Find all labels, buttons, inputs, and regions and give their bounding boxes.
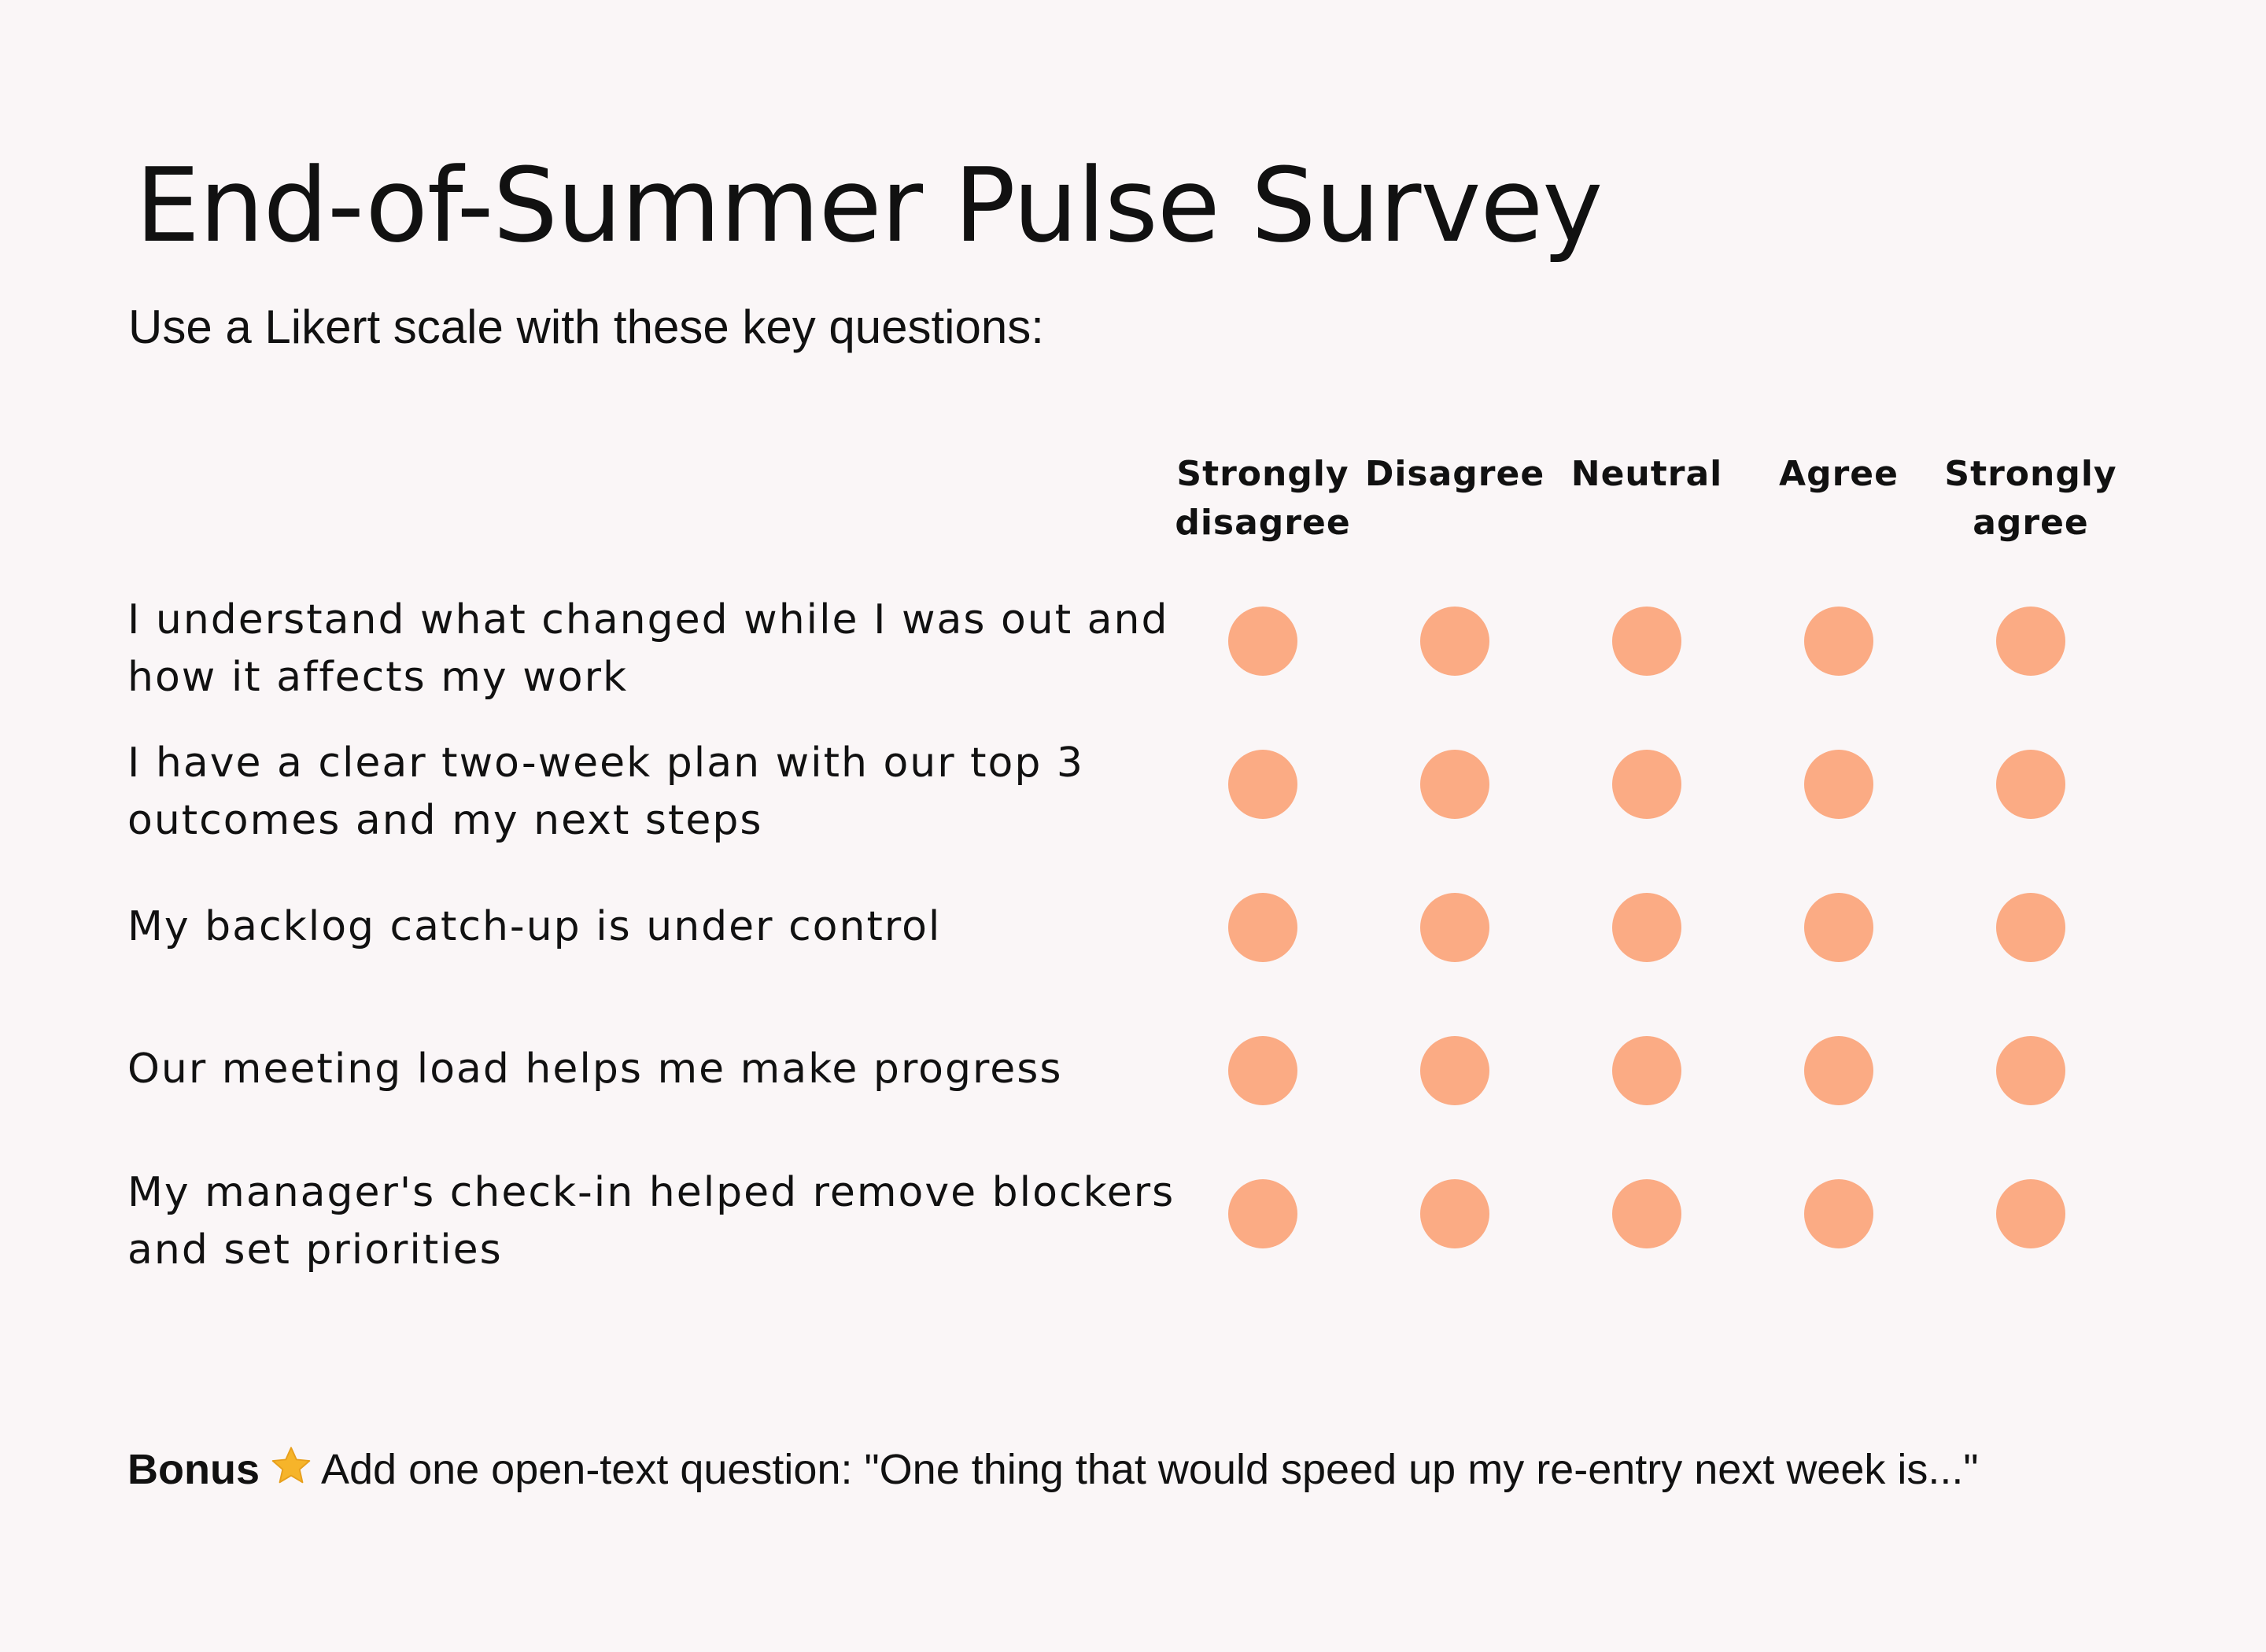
likert-option-q4-strongly-agree[interactable]: [1996, 1036, 2065, 1105]
question-two-week-plan: I have a clear two-week plan with our to…: [127, 735, 1150, 850]
scale-header-neutral: Neutral: [1556, 450, 1737, 499]
question-line: My manager's check-in helped remove bloc…: [127, 1169, 1175, 1216]
likert-option-q3-agree[interactable]: [1804, 893, 1873, 962]
likert-option-q5-strongly-disagree[interactable]: [1228, 1179, 1297, 1248]
survey-subtitle: Use a Likert scale with these key questi…: [128, 301, 1044, 353]
question-meeting-load: Our meeting load helps me make progress: [127, 1041, 1150, 1098]
likert-option-q4-disagree[interactable]: [1420, 1036, 1489, 1105]
likert-option-q2-neutral[interactable]: [1612, 750, 1681, 819]
bonus-label: Bonus: [127, 1446, 260, 1493]
scale-header-agree: Agree: [1748, 450, 1929, 499]
likert-option-q4-neutral[interactable]: [1612, 1036, 1681, 1105]
question-line: outcomes and my next steps: [127, 797, 763, 844]
scale-header-line: agree: [1973, 503, 2089, 543]
likert-option-q1-disagree[interactable]: [1420, 607, 1489, 676]
likert-option-q5-disagree[interactable]: [1420, 1179, 1489, 1248]
likert-option-q2-agree[interactable]: [1804, 750, 1873, 819]
scale-header-strongly-disagree: Strongly disagree: [1172, 450, 1353, 548]
likert-option-q1-agree[interactable]: [1804, 607, 1873, 676]
survey-title: End-of-Summer Pulse Survey: [135, 146, 1603, 265]
scale-header-disagree: Disagree: [1364, 450, 1545, 499]
scale-header-line: Disagree: [1364, 454, 1545, 494]
likert-option-q1-strongly-agree[interactable]: [1996, 607, 2065, 676]
question-understand-changes: I understand what changed while I was ou…: [127, 592, 1169, 706]
scale-header-line: Agree: [1779, 454, 1899, 494]
likert-option-q3-strongly-disagree[interactable]: [1228, 893, 1297, 962]
question-backlog: My backlog catch-up is under control: [127, 898, 1150, 956]
likert-option-q3-disagree[interactable]: [1420, 893, 1489, 962]
likert-option-q4-agree[interactable]: [1804, 1036, 1873, 1105]
likert-option-q1-strongly-disagree[interactable]: [1228, 607, 1297, 676]
scale-header-line: Strongly: [1944, 454, 2117, 494]
question-line: My backlog catch-up is under control: [127, 903, 942, 950]
likert-option-q3-neutral[interactable]: [1612, 893, 1681, 962]
likert-option-q4-strongly-disagree[interactable]: [1228, 1036, 1297, 1105]
bonus-text: Add one open-text question: "One thing t…: [321, 1446, 1979, 1493]
question-line: I understand what changed while I was ou…: [127, 596, 1169, 643]
scale-header-line: disagree: [1175, 503, 1351, 543]
scale-header-line: Strongly: [1176, 454, 1349, 494]
likert-option-q2-strongly-agree[interactable]: [1996, 750, 2065, 819]
likert-option-q5-neutral[interactable]: [1612, 1179, 1681, 1248]
star-icon: [269, 1444, 313, 1488]
likert-option-q5-agree[interactable]: [1804, 1179, 1873, 1248]
likert-option-q2-strongly-disagree[interactable]: [1228, 750, 1297, 819]
question-line: and set priorities: [127, 1226, 503, 1274]
likert-option-q1-neutral[interactable]: [1612, 607, 1681, 676]
question-line: I have a clear two-week plan with our to…: [127, 739, 1084, 787]
scale-header-line: Neutral: [1570, 454, 1723, 494]
scale-header-strongly-agree: Strongly agree: [1940, 450, 2121, 548]
likert-option-q2-disagree[interactable]: [1420, 750, 1489, 819]
likert-option-q3-strongly-agree[interactable]: [1996, 893, 2065, 962]
likert-option-q5-strongly-agree[interactable]: [1996, 1179, 2065, 1248]
question-line: how it affects my work: [127, 654, 629, 701]
bonus-note: Bonus Add one open-text question: "One th…: [127, 1442, 1979, 1497]
question-line: Our meeting load helps me make progress: [127, 1045, 1063, 1093]
question-manager-check-in: My manager's check-in helped remove bloc…: [127, 1164, 1175, 1279]
